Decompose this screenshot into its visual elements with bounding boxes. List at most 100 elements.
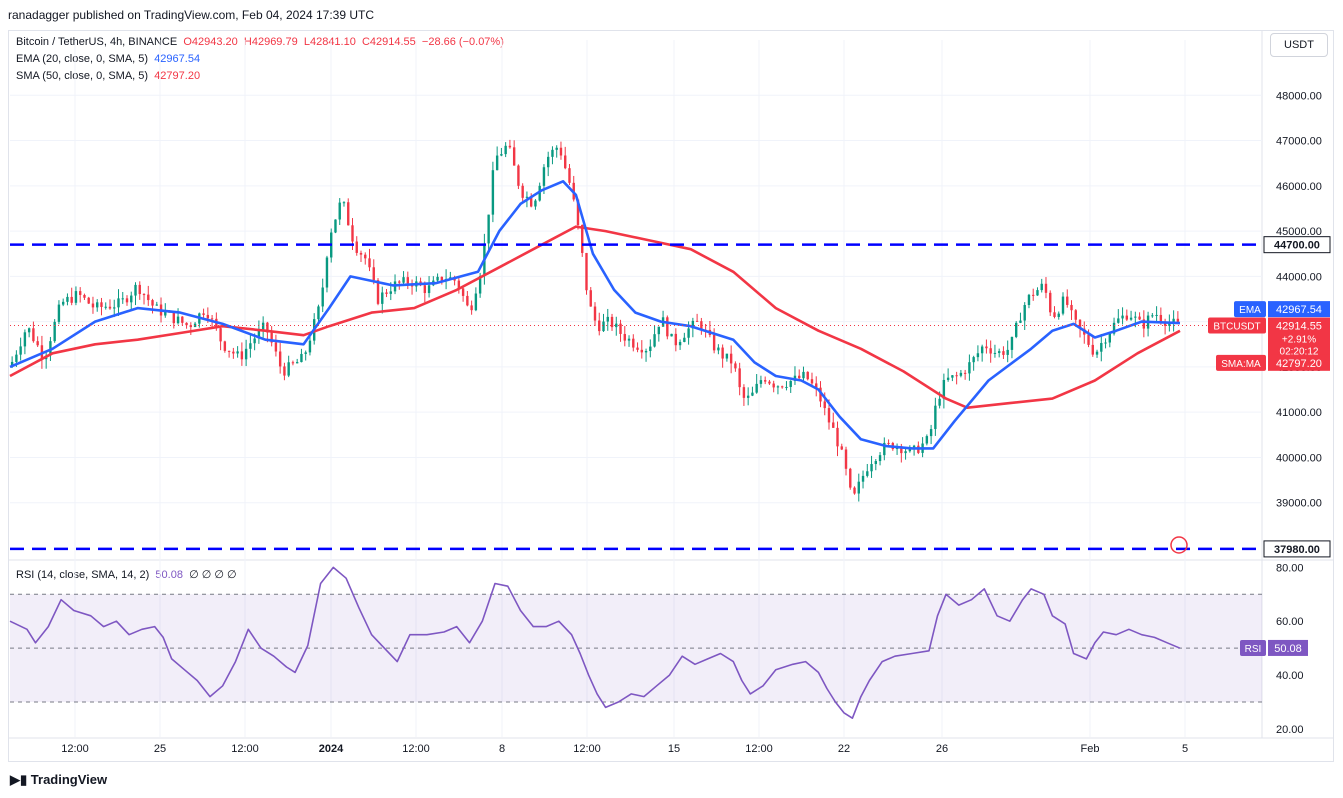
candles-group: [10, 139, 1180, 502]
sma-legend-value: 42797.20: [154, 70, 201, 82]
candle-body: [666, 317, 669, 337]
currency-button[interactable]: USDT: [1270, 33, 1328, 57]
ema-legend-value: 42967.54: [154, 53, 201, 65]
candle-body: [368, 258, 371, 268]
candle-body: [491, 170, 495, 215]
candle-body: [1142, 319, 1146, 329]
candle-body: [181, 316, 184, 323]
candle-body: [287, 362, 290, 376]
candle-body: [487, 214, 490, 244]
candle-body: [317, 306, 320, 320]
candle-body: [840, 446, 843, 450]
candle-body: [474, 293, 478, 311]
time-tick-label: 12:00: [231, 743, 259, 755]
candle-body: [768, 381, 771, 384]
candle-body: [997, 351, 1001, 353]
candle-body: [993, 352, 997, 354]
tradingview-logo[interactable]: ▶▮ TradingView: [10, 772, 107, 788]
time-tick-label: 12:00: [573, 743, 601, 755]
candle-body: [210, 318, 214, 320]
candle-body: [857, 481, 860, 494]
candle-body: [589, 290, 592, 307]
candle-body: [244, 348, 248, 360]
candle-body: [904, 451, 907, 454]
candle-body: [742, 387, 746, 398]
candle-body: [376, 280, 380, 304]
candle-body: [36, 341, 39, 346]
time-tick-label: 12:00: [61, 743, 89, 755]
candle-body: [427, 285, 431, 294]
candle-body: [1061, 296, 1065, 314]
candle-body: [66, 296, 69, 302]
price-tag-change: +2.91%: [1282, 335, 1316, 346]
candle-body: [96, 302, 99, 308]
rsi-legend-label: RSI (14, close, SMA, 14, 2): [16, 569, 150, 581]
candle-body: [1057, 313, 1060, 317]
candle-body: [138, 284, 141, 295]
close-value: C42914.55: [361, 36, 416, 48]
candle-body: [619, 323, 622, 334]
candle-body: [585, 252, 588, 291]
rsi-tag-value-bg: [1268, 639, 1308, 656]
candle-body: [606, 316, 609, 322]
sma-legend-label: SMA (50, close, 0, SMA, 5): [16, 70, 149, 82]
candle-body: [1032, 294, 1035, 296]
price-tick-label: 44000.00: [1276, 271, 1322, 283]
candle-body: [512, 147, 516, 166]
candle-body: [1125, 315, 1129, 320]
candle-body: [729, 353, 733, 364]
symbol-legend[interactable]: Bitcoin / TetherUS, 4h, BINANCE O42943.2…: [16, 36, 504, 48]
sma-legend[interactable]: SMA (50, close, 0, SMA, 5) 42797.20: [16, 70, 200, 82]
candle-body: [1121, 315, 1124, 319]
candle-body: [602, 321, 605, 332]
ema-tag-label-bg: [1234, 301, 1266, 318]
candle-body: [836, 427, 839, 447]
rsi-tick-label: 60.00: [1276, 616, 1304, 628]
candle-body: [1019, 320, 1022, 323]
candle-body: [338, 202, 341, 220]
candle-body: [342, 202, 346, 204]
candle-body: [406, 277, 409, 284]
candle-body: [117, 298, 120, 308]
candle-body: [657, 326, 661, 335]
candle-body: [79, 291, 82, 295]
candle-body: [772, 383, 775, 388]
candle-body: [1006, 349, 1009, 355]
candle-body: [1100, 342, 1103, 352]
rsi-legend-value: 50.08: [155, 569, 183, 581]
candle-body: [104, 306, 107, 308]
candle-body: [951, 375, 954, 378]
candle-body: [781, 386, 784, 388]
candle-body: [74, 291, 78, 303]
candle-body: [798, 375, 801, 379]
candle-body: [802, 371, 805, 379]
candle-body: [925, 436, 929, 444]
candle-body: [1176, 318, 1180, 322]
candle-body: [615, 323, 618, 328]
candle-body: [359, 252, 363, 255]
price-tag-countdown: 02:20:12: [1280, 347, 1319, 358]
candle-body: [70, 296, 73, 303]
candle-body: [389, 291, 392, 294]
ema-line: [9, 180, 1181, 450]
symbol-title: Bitcoin / TetherUS, 4h, BINANCE: [16, 36, 178, 48]
candle-body: [236, 351, 239, 354]
candle-body: [1036, 290, 1039, 296]
candle-body: [381, 292, 384, 304]
candle-body: [938, 398, 941, 406]
candle-body: [576, 199, 580, 226]
sma-line: [9, 225, 1181, 410]
candle-body: [644, 351, 648, 353]
candle-body: [61, 301, 65, 305]
candle-body: [627, 338, 631, 341]
candle-body: [721, 347, 724, 359]
candle-body: [27, 328, 31, 333]
candle-body: [504, 145, 507, 155]
rsi-legend[interactable]: RSI (14, close, SMA, 14, 2) 50.08 ∅ ∅ ∅ …: [16, 568, 237, 581]
candle-body: [1053, 312, 1056, 317]
ema-legend[interactable]: EMA (20, close, 0, SMA, 5) 42967.54: [16, 53, 200, 65]
candle-body: [227, 350, 231, 352]
candle-body: [649, 346, 652, 352]
candle-body: [1138, 316, 1141, 320]
